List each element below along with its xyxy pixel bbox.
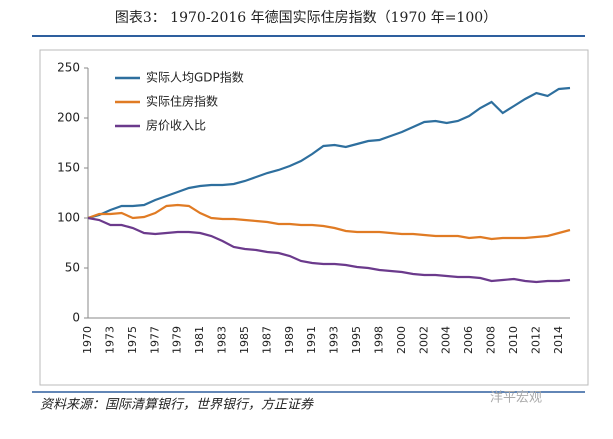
x-tick-label: 1998 <box>372 326 385 354</box>
x-tick-label: 2010 <box>507 326 520 354</box>
legend-label: 实际住房指数 <box>146 94 218 109</box>
x-tick-label: 1975 <box>126 326 139 354</box>
x-tick-label: 2000 <box>395 326 408 354</box>
x-tick-label: 1987 <box>260 326 273 354</box>
source-note: 资料来源：国际清算银行，世界银行，方正证券 <box>40 398 314 413</box>
chart-title: 图表3： 1970-2016 年德国实际住房指数（1970 年=100） <box>115 10 497 26</box>
x-tick-label: 1979 <box>171 326 184 354</box>
y-tick-label: 150 <box>57 161 80 175</box>
series-line <box>87 216 571 284</box>
legend-label: 房价收入比 <box>146 118 206 133</box>
legend-label: 实际人均GDP指数 <box>146 70 244 85</box>
y-tick-label: 200 <box>57 111 80 125</box>
series-line <box>87 203 571 241</box>
y-tick-label: 0 <box>72 311 80 325</box>
x-tick-label: 2006 <box>462 326 475 354</box>
x-tick-label: 1995 <box>350 326 363 354</box>
series-line <box>87 86 571 220</box>
x-tick-label: 2014 <box>552 326 565 354</box>
watermark: 洋平宏观 <box>490 391 542 406</box>
y-tick-label: 250 <box>57 61 80 75</box>
x-tick-label: 2008 <box>485 326 498 354</box>
x-tick-label: 1981 <box>193 326 206 354</box>
x-tick-label: 1985 <box>238 326 251 354</box>
y-tick-label: 100 <box>57 211 80 225</box>
y-tick-label: 50 <box>65 261 80 275</box>
x-tick-label: 2012 <box>529 326 542 354</box>
x-tick-label: 1993 <box>328 326 341 354</box>
x-tick-label: 1991 <box>305 326 318 354</box>
x-tick-label: 1970 <box>81 326 94 354</box>
x-tick-label: 2004 <box>440 326 453 354</box>
x-tick-label: 1989 <box>283 326 296 354</box>
x-tick-label: 1983 <box>216 326 229 354</box>
x-tick-label: 1977 <box>148 326 161 354</box>
x-tick-label: 1973 <box>103 326 116 354</box>
x-tick-label: 2002 <box>417 326 430 354</box>
plot-frame <box>39 49 589 386</box>
